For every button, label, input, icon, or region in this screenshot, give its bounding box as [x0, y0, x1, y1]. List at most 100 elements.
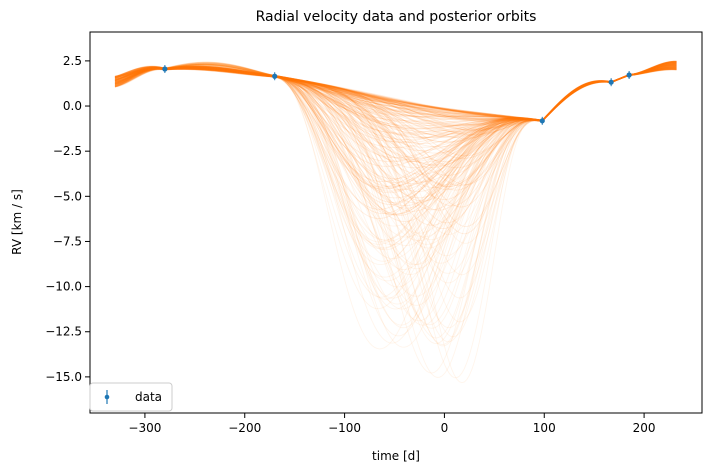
posterior-orbit-curve	[114, 61, 677, 122]
posterior-orbit-curve	[114, 64, 677, 305]
posterior-orbit-curve	[114, 61, 677, 339]
posterior-orbit-curve	[114, 63, 677, 161]
posterior-orbit-curve	[114, 66, 677, 186]
posterior-orbit-curve	[114, 65, 677, 122]
posterior-orbit-curve	[114, 66, 677, 157]
posterior-orbit-curve	[114, 62, 677, 299]
posterior-orbit-curve	[114, 63, 677, 265]
posterior-orbit-curve	[114, 63, 677, 326]
legend-entry-data: data	[135, 390, 162, 404]
posterior-orbit-curve	[114, 62, 677, 207]
posterior-orbit-curve	[114, 62, 677, 163]
y-tick-label: −7.5	[53, 234, 82, 248]
legend: data	[89, 382, 173, 412]
posterior-orbit-curve	[114, 65, 677, 122]
posterior-orbit-curve	[114, 63, 677, 136]
posterior-orbit-curve	[114, 63, 677, 284]
posterior-orbit-curve	[114, 65, 677, 122]
posterior-orbit-curve	[114, 65, 677, 187]
y-tick-label: −5.0	[53, 189, 82, 203]
posterior-orbit-curve	[114, 66, 677, 122]
posterior-orbit-curve	[114, 63, 677, 379]
data-point	[608, 79, 614, 85]
posterior-orbit-curve	[114, 64, 677, 162]
posterior-orbit-curve	[114, 63, 677, 136]
posterior-orbit-curve	[114, 63, 677, 310]
posterior-orbit-curve	[114, 65, 677, 242]
posterior-orbit-curve	[114, 63, 677, 143]
posterior-orbit-curve	[114, 67, 677, 122]
posterior-orbit-curve	[114, 65, 677, 122]
posterior-orbit-curve	[114, 60, 677, 209]
posterior-orbit-curve	[114, 62, 677, 245]
posterior-orbit-curve	[114, 63, 677, 344]
posterior-orbit-curve	[114, 64, 677, 247]
posterior-orbit-curve	[114, 66, 677, 202]
posterior-orbit-curve	[114, 66, 677, 241]
posterior-orbit-curve	[114, 65, 677, 127]
posterior-orbit-curve	[114, 62, 677, 122]
posterior-orbit-curve	[114, 62, 677, 186]
posterior-orbit-curve	[114, 60, 677, 384]
posterior-orbit-curve	[114, 62, 677, 346]
posterior-orbit-curve	[114, 66, 677, 245]
posterior-orbit-curve	[114, 63, 677, 191]
x-tick-label: −300	[128, 421, 161, 435]
posterior-orbit-curve	[114, 61, 677, 326]
posterior-orbit-curve	[114, 62, 677, 133]
x-axis-ticks: −300 −200 −100 0 100 200	[128, 413, 656, 435]
posterior-orbit-curve	[114, 61, 677, 199]
posterior-orbit-curve	[114, 68, 677, 211]
posterior-orbit-curve	[114, 61, 677, 132]
y-tick-label: 0.0	[63, 99, 82, 113]
posterior-orbit-curve	[114, 66, 677, 139]
posterior-orbit-curve	[114, 63, 677, 297]
posterior-orbit-curve	[114, 63, 677, 124]
posterior-orbit-curve	[114, 64, 677, 262]
posterior-orbit-curve	[114, 65, 677, 169]
posterior-orbit-curve	[114, 63, 677, 122]
posterior-orbit-curve	[114, 62, 677, 329]
posterior-orbit-curve	[114, 65, 677, 122]
posterior-orbit-curve	[114, 67, 677, 185]
posterior-orbit-curve	[114, 66, 677, 205]
posterior-orbit-curve	[114, 65, 677, 216]
posterior-orbit-curve	[114, 61, 677, 122]
posterior-orbit-curve	[114, 62, 677, 299]
posterior-orbit-curve	[114, 66, 677, 122]
posterior-orbit-curve	[114, 63, 677, 310]
y-tick-label: −2.5	[53, 144, 82, 158]
y-tick-label: −12.5	[45, 325, 82, 339]
posterior-orbit-curve	[114, 67, 677, 121]
posterior-orbit-curve	[114, 68, 677, 131]
posterior-orbit-curve	[114, 67, 677, 238]
posterior-orbit-curve	[114, 61, 677, 122]
posterior-orbit-curve	[114, 61, 677, 235]
posterior-orbit-curve	[114, 62, 677, 127]
posterior-orbit-curve	[114, 62, 677, 337]
posterior-orbit-curve	[114, 67, 677, 122]
posterior-orbit-curve	[114, 65, 677, 132]
posterior-orbit-curve	[114, 63, 677, 122]
posterior-orbit-curve	[114, 67, 677, 122]
posterior-orbit-curve	[114, 63, 677, 122]
posterior-orbit-curve	[114, 67, 677, 144]
posterior-orbit-curve	[114, 60, 677, 121]
posterior-orbit-curve	[114, 62, 677, 135]
posterior-orbit-curve	[114, 61, 677, 251]
posterior-orbit-curve	[114, 62, 677, 227]
posterior-orbit-curve	[114, 66, 677, 143]
posterior-orbit-curve	[114, 60, 677, 138]
posterior-orbit-curve	[114, 62, 677, 152]
posterior-orbit-curve	[114, 61, 677, 189]
posterior-orbit-curve	[114, 65, 677, 191]
posterior-orbit-curve	[114, 66, 677, 154]
posterior-orbit-curve	[114, 65, 677, 169]
posterior-orbit-curve	[114, 66, 677, 219]
posterior-orbit-curve	[114, 61, 677, 130]
posterior-orbit-curve	[114, 67, 677, 122]
posterior-orbit-curve	[114, 64, 677, 192]
posterior-orbit-curve	[114, 64, 677, 121]
posterior-orbit-curve	[114, 64, 677, 122]
posterior-orbit-curve	[114, 67, 677, 122]
